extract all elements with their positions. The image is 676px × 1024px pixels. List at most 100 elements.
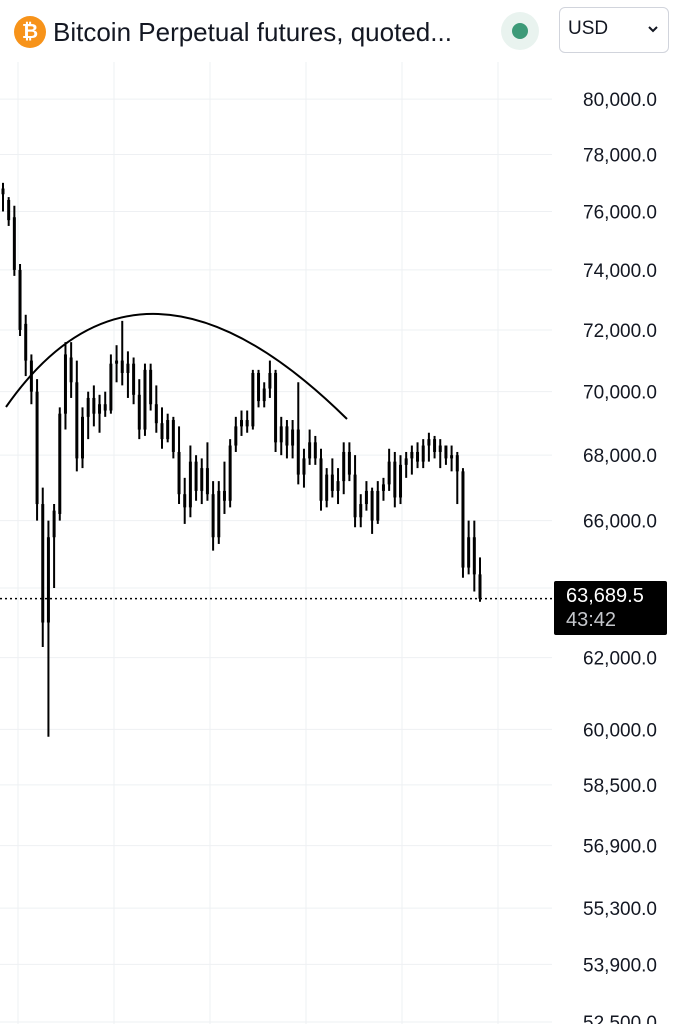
candle-body bbox=[342, 451, 346, 482]
price-axis-label: 72,000.0 bbox=[583, 321, 657, 342]
price-axis-label: 66,000.0 bbox=[583, 512, 657, 533]
price-axis-label: 55,300.0 bbox=[583, 899, 657, 920]
candle-body bbox=[450, 455, 454, 459]
price-axis-label: 78,000.0 bbox=[583, 146, 657, 167]
candle-body bbox=[353, 474, 357, 518]
candle-body bbox=[455, 455, 459, 472]
candle-body bbox=[217, 490, 221, 538]
candle-body bbox=[285, 426, 289, 446]
candle-body bbox=[137, 394, 141, 430]
candle-body bbox=[63, 354, 67, 414]
candle-body bbox=[24, 323, 28, 361]
symbol-title[interactable]: Bitcoin Perpetual futures, quoted... bbox=[53, 17, 452, 47]
candle-body bbox=[154, 404, 158, 424]
candle-body bbox=[52, 510, 56, 538]
candle-body bbox=[279, 426, 283, 443]
candle-body bbox=[364, 490, 368, 505]
candle-body bbox=[330, 474, 334, 491]
candle-body bbox=[41, 504, 45, 623]
last-price-value: 63,689.5 bbox=[566, 585, 644, 607]
candle-body bbox=[166, 420, 170, 440]
candle-body bbox=[444, 445, 448, 459]
price-axis-label: 74,000.0 bbox=[583, 261, 657, 282]
candle-body bbox=[359, 504, 363, 518]
market-open-dot-icon bbox=[512, 23, 528, 39]
candle-body bbox=[109, 363, 113, 411]
candle-body bbox=[194, 461, 198, 491]
candle-body bbox=[46, 537, 50, 623]
candle-body bbox=[393, 461, 397, 498]
candle-body bbox=[274, 372, 278, 443]
candle-body bbox=[132, 363, 136, 395]
candle-body bbox=[461, 471, 465, 568]
candle-body bbox=[291, 429, 295, 446]
candle-body bbox=[143, 369, 147, 430]
price-axis-label: 58,500.0 bbox=[583, 776, 657, 797]
candle-body bbox=[69, 357, 73, 383]
chevron-down-icon bbox=[648, 26, 658, 33]
candle-body bbox=[18, 269, 22, 330]
candle-body bbox=[399, 464, 402, 498]
price-axis-label: 56,900.0 bbox=[583, 837, 657, 858]
candle-body bbox=[183, 494, 187, 508]
candle-body bbox=[177, 451, 181, 495]
last-price-label: 63,689.5 43:42 bbox=[554, 581, 667, 635]
candle-body bbox=[347, 451, 351, 475]
candle-body bbox=[296, 429, 300, 475]
candle-body bbox=[35, 391, 39, 505]
price-axis-label: 62,000.0 bbox=[583, 649, 657, 670]
candle-body bbox=[228, 445, 232, 501]
arc-trendline bbox=[5, 313, 348, 420]
candle-body bbox=[205, 468, 209, 495]
candle-body bbox=[149, 369, 153, 405]
candle-body bbox=[98, 404, 102, 414]
candle-body bbox=[81, 416, 84, 459]
candle-body bbox=[268, 372, 272, 389]
price-axis-label: 68,000.0 bbox=[583, 446, 657, 467]
candle-body bbox=[126, 363, 130, 373]
candle-body bbox=[222, 490, 226, 501]
price-axis-label: 70,000.0 bbox=[583, 383, 657, 404]
candle-body bbox=[211, 494, 215, 538]
candle-body bbox=[86, 397, 90, 417]
candle-body bbox=[234, 426, 238, 446]
candle-body bbox=[387, 461, 391, 485]
candle-body bbox=[433, 439, 437, 452]
candle-body bbox=[467, 537, 471, 568]
candle-body bbox=[115, 360, 119, 364]
price-axis-label: 60,000.0 bbox=[583, 720, 657, 741]
candle-body bbox=[92, 397, 96, 414]
currency-label: USD bbox=[568, 18, 609, 39]
candle-body bbox=[75, 382, 79, 459]
candle-body bbox=[381, 484, 385, 491]
candle-body bbox=[308, 442, 312, 459]
candle-body bbox=[376, 490, 380, 521]
price-axis-label: 52,500.0 bbox=[583, 1013, 657, 1024]
price-axis-label: 76,000.0 bbox=[583, 202, 657, 223]
bar-countdown: 43:42 bbox=[566, 609, 617, 631]
candle-body bbox=[12, 217, 16, 270]
candle-body bbox=[370, 490, 374, 521]
candle-body bbox=[200, 468, 204, 491]
candle-body bbox=[319, 458, 323, 501]
candle-body bbox=[240, 420, 243, 427]
bitcoin-icon: ₿ bbox=[14, 16, 46, 48]
candle-body bbox=[103, 404, 107, 411]
candle-body bbox=[251, 372, 255, 427]
candle-body bbox=[171, 420, 175, 452]
candle-body bbox=[313, 442, 317, 459]
candle-body bbox=[257, 372, 261, 402]
market-status-indicator[interactable] bbox=[501, 12, 539, 50]
candle-body bbox=[245, 420, 249, 427]
candle-body bbox=[1, 188, 5, 195]
candle-body bbox=[302, 458, 306, 475]
candle-body bbox=[120, 360, 124, 373]
candle-body bbox=[188, 461, 192, 508]
candle-body bbox=[421, 445, 425, 462]
candle-body bbox=[416, 451, 420, 462]
price-axis-label: 80,000.0 bbox=[583, 90, 657, 111]
currency-select[interactable]: USD bbox=[559, 7, 669, 53]
candle-body bbox=[336, 481, 340, 491]
candle-body bbox=[404, 458, 408, 465]
